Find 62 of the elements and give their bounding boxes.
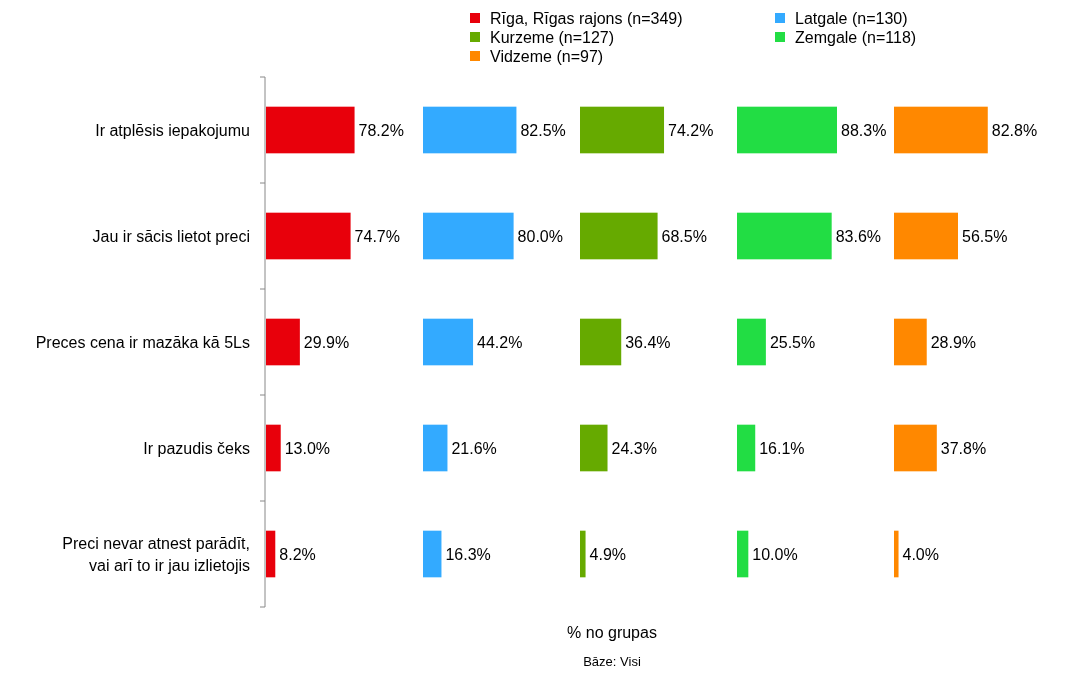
bar: [266, 212, 351, 260]
data-label: 28.9%: [930, 333, 977, 351]
y-tick-label: Ir atplēsis iepakojumu: [95, 121, 250, 139]
data-label: 16.1%: [759, 439, 805, 457]
bar: [894, 318, 927, 366]
data-label: 74.7%: [354, 227, 400, 245]
bar: [423, 106, 517, 154]
bar: [737, 318, 766, 366]
data-label: 4.9%: [589, 545, 627, 563]
data-label: 13.0%: [284, 439, 331, 457]
bar: [423, 424, 448, 472]
y-tick-label: Preci nevar atnest parādīt, vai arī to ir jau izlietojis: [62, 534, 250, 574]
bar: [894, 530, 899, 578]
legend-label: Latgale (n=130): [795, 9, 908, 27]
bar: [423, 212, 514, 260]
bar: [894, 106, 988, 154]
bar: [580, 106, 665, 154]
bar: [423, 318, 474, 366]
legend-label: Zemgale (n=118): [795, 28, 917, 46]
legend-label: Kurzeme (n=127): [490, 28, 615, 46]
bar: [580, 530, 586, 578]
x-axis-title: % no grupas: [567, 624, 657, 641]
y-tick-label: Ir pazudis čeks: [143, 439, 250, 457]
data-label: 24.3%: [611, 439, 657, 457]
bar: [423, 530, 442, 578]
y-tick-label: Jau ir sācis lietot preci: [92, 227, 250, 245]
bar: [737, 424, 756, 472]
data-label: 21.6%: [451, 439, 497, 457]
bar: [266, 106, 355, 154]
data-label: 37.8%: [940, 439, 987, 457]
legend-label: Vidzeme (n=97): [490, 47, 604, 65]
data-label: 78.2%: [358, 121, 404, 139]
legend-label: Rīga, Rīgas rajons (n=349): [490, 9, 683, 27]
data-label: 80.0%: [517, 227, 563, 245]
bar: [737, 106, 837, 154]
data-label: 74.2%: [668, 121, 714, 139]
data-label: 56.5%: [961, 227, 1008, 245]
data-label: 83.6%: [835, 227, 882, 245]
data-label: 88.3%: [841, 121, 887, 139]
data-label: 82.5%: [520, 121, 566, 139]
bar: [580, 424, 608, 472]
bar: [894, 212, 958, 260]
text: Bāze: Visi: [583, 654, 641, 669]
data-label: 82.8%: [991, 121, 1038, 139]
data-label: 29.9%: [303, 333, 350, 351]
data-label: 36.4%: [625, 333, 671, 351]
data-label: 4.0%: [902, 545, 939, 563]
bar: [737, 530, 749, 578]
y-tick-label: Preces cena ir mazāka kā 5Ls: [35, 333, 250, 351]
data-label: 44.2%: [477, 333, 523, 351]
data-label: 10.0%: [752, 545, 798, 563]
data-label: 68.5%: [661, 227, 707, 245]
bar: [266, 318, 300, 366]
data-label: 16.3%: [445, 545, 491, 563]
bar: [266, 424, 281, 472]
bar: [580, 212, 658, 260]
data-label: 8.2%: [279, 545, 316, 563]
bar: [894, 424, 937, 472]
bar: [737, 212, 832, 260]
bar: [580, 318, 622, 366]
bar: [266, 530, 276, 578]
data-label: 25.5%: [769, 333, 816, 351]
